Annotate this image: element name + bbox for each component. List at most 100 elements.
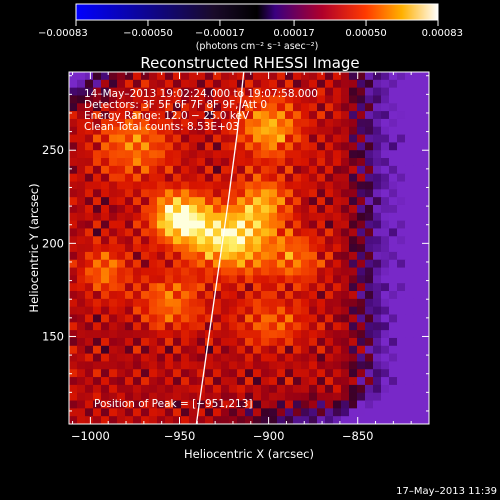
- heatmap-cell: [261, 197, 270, 206]
- heatmap-cell: [277, 220, 286, 230]
- heatmap-cell: [373, 267, 382, 276]
- heatmap-cell: [141, 173, 150, 183]
- heatmap-cell: [221, 306, 230, 316]
- heatmap-cell: [269, 283, 278, 292]
- heatmap-cell: [365, 212, 374, 222]
- heatmap-cell: [221, 142, 230, 151]
- heatmap-cell: [101, 322, 110, 331]
- heatmap-cell: [317, 259, 326, 269]
- heatmap-cell: [85, 330, 94, 339]
- heatmap-cell: [149, 291, 158, 300]
- heatmap-cell: [381, 259, 390, 269]
- heatmap-cell: [205, 392, 214, 402]
- heatmap-cell: [77, 220, 86, 230]
- heatmap-cell: [213, 306, 222, 316]
- heatmap-cell: [357, 400, 366, 409]
- heatmap-cell: [341, 103, 350, 112]
- heatmap-cell: [317, 204, 326, 214]
- heatmap-cell: [325, 103, 334, 112]
- heatmap-cell: [405, 220, 414, 230]
- heatmap-cell: [85, 142, 94, 151]
- heatmap-cell: [381, 384, 390, 394]
- heatmap-cell: [317, 173, 326, 183]
- heatmap-cell: [85, 267, 94, 276]
- heatmap-cell: [213, 314, 222, 323]
- heatmap-cell: [389, 158, 398, 167]
- heatmap-cell: [181, 244, 190, 253]
- heatmap-cell: [301, 150, 310, 159]
- heatmap-cell: [205, 345, 214, 355]
- heatmap-cell: [109, 291, 118, 300]
- heatmap-cell: [213, 408, 222, 417]
- heatmap-cell: [189, 173, 198, 183]
- heatmap-cell: [381, 150, 390, 159]
- heatmap-cell: [197, 212, 206, 222]
- heatmap-cell: [301, 79, 310, 89]
- heatmap-cell: [85, 314, 94, 323]
- heatmap-cell: [93, 259, 102, 269]
- heatmap-cell: [373, 158, 382, 167]
- heatmap-cell: [365, 103, 374, 112]
- heatmap-cell: [317, 142, 326, 151]
- heatmap-cell: [141, 118, 150, 128]
- heatmap-cell: [397, 142, 406, 151]
- heatmap-cell: [77, 150, 86, 159]
- heatmap-cell: [397, 158, 406, 167]
- heatmap-cell: [133, 392, 142, 402]
- heatmap-cell: [173, 165, 182, 175]
- heatmap-cell: [205, 337, 214, 347]
- heatmap-cell: [341, 79, 350, 89]
- heatmap-cell: [413, 150, 422, 159]
- heatmap-cell: [77, 267, 86, 276]
- heatmap-cell: [421, 259, 429, 269]
- heatmap-cell: [413, 416, 422, 424]
- heatmap-cell: [85, 337, 94, 347]
- heatmap-cell: [365, 384, 374, 394]
- heatmap-cell: [413, 267, 422, 276]
- heatmap-cell: [245, 369, 254, 378]
- heatmap-cell: [269, 275, 278, 284]
- heatmap-cell: [341, 314, 350, 323]
- heatmap-cell: [245, 291, 254, 300]
- heatmap-cell: [285, 158, 294, 167]
- heatmap-cell: [69, 244, 78, 253]
- heatmap-cell: [101, 337, 110, 347]
- heatmap-cell: [165, 330, 174, 339]
- heatmap-cell: [69, 345, 78, 355]
- heatmap-cell: [93, 361, 102, 370]
- heatmap-cell: [189, 197, 198, 206]
- heatmap-cell: [389, 283, 398, 292]
- heatmap-cell: [149, 377, 158, 386]
- heatmap-cell: [181, 165, 190, 175]
- heatmap-cell: [245, 244, 254, 253]
- heatmap-cell: [301, 298, 310, 308]
- heatmap-cell: [413, 87, 422, 97]
- heatmap-cell: [349, 197, 358, 206]
- heatmap-cell: [301, 134, 310, 143]
- heatmap-cell: [301, 392, 310, 402]
- heatmap-cell: [229, 283, 238, 292]
- heatmap-cell: [341, 236, 350, 245]
- heatmap-cell: [213, 337, 222, 347]
- heatmap-cell: [357, 345, 366, 355]
- heatmap-cell: [373, 345, 382, 355]
- heatmap-cell: [253, 189, 262, 198]
- heatmap-cell: [357, 103, 366, 112]
- heatmap-cell: [85, 353, 94, 363]
- heatmap-cell: [357, 111, 366, 120]
- heatmap-cell: [325, 134, 334, 143]
- heatmap-cell: [277, 95, 286, 104]
- heatmap-cell: [213, 79, 222, 89]
- heatmap-cell: [333, 275, 342, 284]
- heatmap-cell: [405, 189, 414, 198]
- heatmap-cell: [77, 291, 86, 300]
- heatmap-cell: [69, 306, 78, 316]
- heatmap-cell: [413, 244, 422, 253]
- heatmap-cell: [149, 165, 158, 175]
- heatmap-cell: [333, 165, 342, 175]
- heatmap-cell: [133, 204, 142, 214]
- heatmap-cell: [333, 298, 342, 308]
- heatmap-cell: [93, 400, 102, 409]
- heatmap-cell: [197, 291, 206, 300]
